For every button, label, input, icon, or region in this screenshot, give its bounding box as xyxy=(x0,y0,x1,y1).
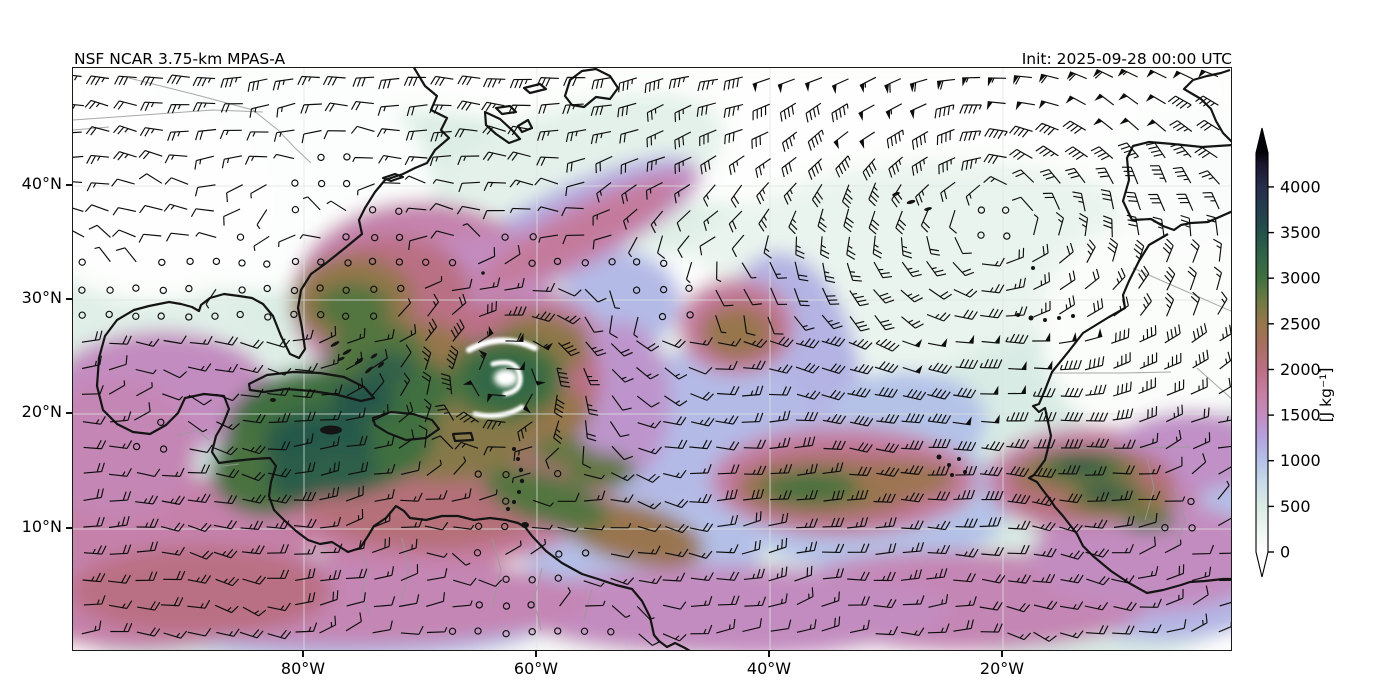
colorbar-tick-label: 500 xyxy=(1280,497,1311,516)
wind-barbs-layer xyxy=(73,68,1231,646)
iberia-coast xyxy=(1121,140,1231,232)
graticule-layer xyxy=(73,68,1231,650)
colorbar-tick-label: 2000 xyxy=(1280,360,1321,379)
x-tick xyxy=(768,651,770,657)
colorbar-tick-label: 0 xyxy=(1280,543,1290,562)
madeira xyxy=(1031,266,1035,270)
cape-breton-coast xyxy=(516,118,534,134)
hurricane-eye xyxy=(494,369,518,387)
colorbar-body xyxy=(1255,127,1269,578)
x-tick-label: 60°W xyxy=(513,659,559,678)
cuba-coast xyxy=(247,370,376,403)
map-panel xyxy=(72,67,1232,651)
colorbar-tick-label: 3500 xyxy=(1280,223,1321,242)
x-tick xyxy=(302,651,304,657)
colorbar-tick-label: 1500 xyxy=(1280,406,1321,425)
coastline-layer xyxy=(95,68,1231,650)
x-tick-label: 80°W xyxy=(280,659,326,678)
puerto-rico-coast xyxy=(451,431,475,443)
map-canvas xyxy=(73,68,1231,650)
colorbar-tick-label: 4000 xyxy=(1280,177,1321,196)
cape-verde xyxy=(936,454,942,460)
colorbar-ticks: 0 500 1000 1500 2000 2500 3000 3500 4000 xyxy=(1268,177,1321,562)
colorbar-tick-label: 1000 xyxy=(1280,451,1321,470)
north-south-america-coast xyxy=(95,68,691,650)
hispaniola-coast xyxy=(371,410,441,442)
country-borders-layer xyxy=(73,77,1231,631)
colorbar-tick-label: 2500 xyxy=(1280,314,1321,333)
colorbar: 0 500 1000 1500 2000 2500 3000 3500 4000 xyxy=(1255,127,1321,578)
y-tick xyxy=(66,527,72,529)
long-island-coast xyxy=(381,172,405,183)
init-time: Init: 2025-09-28 00:00 UTC xyxy=(1021,50,1232,68)
colorbar-tick-label: 3000 xyxy=(1280,269,1321,288)
islands-layer xyxy=(270,191,1075,528)
anticosti-coast xyxy=(522,82,548,95)
y-tick xyxy=(66,184,72,186)
newfoundland-coast xyxy=(563,68,620,109)
bermuda xyxy=(481,271,485,275)
y-tick xyxy=(66,298,72,300)
pei-coast xyxy=(494,104,518,116)
x-tick xyxy=(1001,651,1003,657)
jamaica xyxy=(320,425,342,435)
x-tick-label: 20°W xyxy=(979,659,1025,678)
x-tick-label: 40°W xyxy=(746,659,792,678)
y-tick-label: 10°N xyxy=(21,517,62,536)
y-tick-label: 40°N xyxy=(21,174,62,193)
y-tick xyxy=(66,412,72,414)
trinidad xyxy=(521,522,529,528)
y-tick-label: 20°N xyxy=(21,402,62,421)
lesser-antilles xyxy=(512,447,516,451)
x-tick xyxy=(535,651,537,657)
bahamas xyxy=(330,341,340,347)
africa-west-coast xyxy=(1027,233,1231,595)
hurricane-spiral xyxy=(466,337,538,419)
model-title: NSF NCAR 3.75-km MPAS-A xyxy=(74,50,286,68)
colorbar-unit-label: [J kg⁻¹] xyxy=(1317,367,1335,423)
y-tick-label: 30°N xyxy=(21,288,62,307)
